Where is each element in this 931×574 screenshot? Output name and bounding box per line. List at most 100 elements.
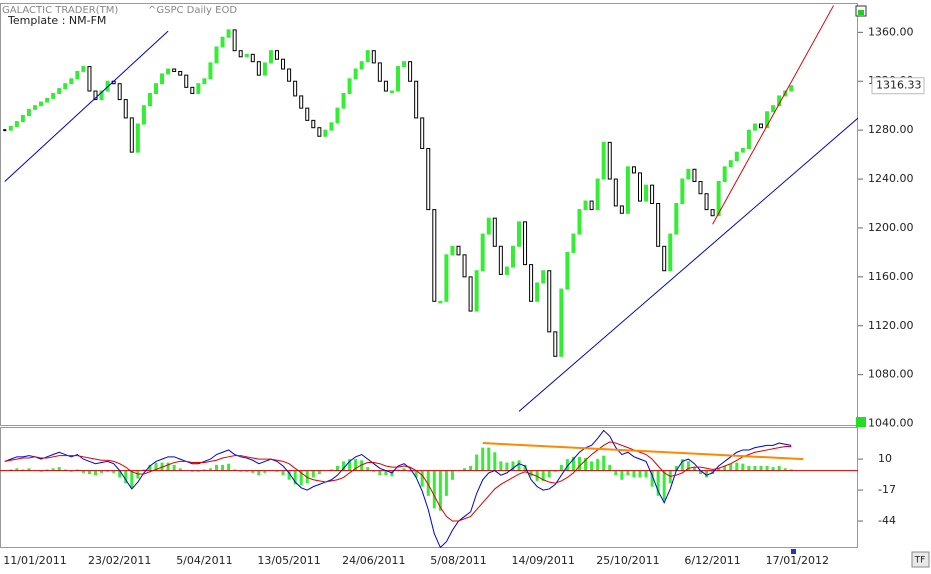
price-bar bbox=[299, 95, 304, 109]
panel-icon-fill bbox=[858, 10, 864, 15]
price-bar bbox=[480, 233, 485, 272]
histogram-bar bbox=[523, 464, 527, 471]
histogram-bar bbox=[420, 470, 424, 487]
histogram-bar bbox=[414, 470, 418, 478]
price-bar bbox=[559, 288, 564, 357]
price-bar bbox=[716, 180, 721, 217]
histogram-bar bbox=[475, 454, 479, 471]
histogram-bar bbox=[124, 470, 128, 484]
y-tick-label: 1200.00 bbox=[868, 221, 914, 234]
price-bar bbox=[202, 78, 207, 85]
price-bar bbox=[402, 61, 407, 68]
histogram-bar bbox=[372, 470, 376, 472]
histogram-bar bbox=[39, 470, 43, 472]
histogram-bar bbox=[136, 470, 140, 479]
histogram-bar bbox=[63, 469, 67, 471]
price-bar bbox=[426, 147, 431, 211]
histogram-bar bbox=[112, 470, 116, 473]
price-bar bbox=[154, 83, 158, 94]
histogram-bar bbox=[100, 470, 104, 473]
price-bar bbox=[638, 172, 642, 202]
histogram-bar bbox=[311, 470, 315, 478]
price-bar bbox=[190, 86, 195, 94]
price-bar bbox=[293, 80, 298, 97]
last-price-box bbox=[871, 77, 925, 95]
histogram-bar bbox=[517, 460, 521, 471]
histogram-bar bbox=[160, 462, 164, 471]
histogram-bar bbox=[680, 459, 684, 471]
price-bar bbox=[444, 254, 449, 302]
x-tick-label: 6/12/2011 bbox=[684, 554, 740, 567]
histogram-bar bbox=[668, 470, 672, 484]
price-bar bbox=[408, 61, 413, 82]
histogram-bar bbox=[705, 470, 709, 478]
histogram-bar bbox=[378, 470, 382, 476]
histogram-bar bbox=[21, 469, 25, 471]
price-bar bbox=[69, 78, 74, 85]
price-bar bbox=[63, 83, 68, 90]
price-bar bbox=[456, 245, 461, 256]
resize-handle[interactable] bbox=[856, 417, 866, 427]
histogram-bar bbox=[638, 470, 642, 478]
histogram-bar bbox=[735, 462, 739, 471]
y-tick-label: 10 bbox=[878, 452, 892, 465]
price-bar bbox=[662, 245, 667, 272]
histogram-bar bbox=[656, 470, 660, 496]
trendline bbox=[518, 117, 858, 412]
price-bar bbox=[722, 166, 727, 182]
histogram-bar bbox=[487, 447, 491, 471]
histogram-bar bbox=[578, 456, 581, 471]
price-bar bbox=[541, 270, 546, 284]
tf-button[interactable] bbox=[911, 551, 930, 568]
histogram-bar bbox=[584, 457, 588, 471]
y-tick-label: 1120.00 bbox=[868, 319, 914, 332]
histogram-bar bbox=[692, 467, 696, 471]
price-plot bbox=[3, 5, 858, 412]
price-bar bbox=[607, 141, 612, 180]
price-bar bbox=[123, 99, 128, 119]
histogram-bar bbox=[299, 470, 303, 486]
price-bar bbox=[214, 46, 219, 64]
price-bar bbox=[281, 58, 286, 70]
histogram-bar bbox=[777, 465, 781, 471]
histogram-bar bbox=[130, 470, 134, 488]
histogram-bar bbox=[233, 469, 237, 471]
histogram-bar bbox=[118, 470, 122, 478]
price-bar bbox=[275, 50, 279, 60]
price-bar bbox=[396, 66, 400, 92]
price-bar bbox=[486, 217, 491, 235]
histogram-bar bbox=[789, 469, 793, 471]
histogram-bar bbox=[202, 469, 206, 471]
x-tick-label: 14/09/2011 bbox=[511, 554, 574, 567]
y-tick-label: 1280.00 bbox=[868, 123, 914, 136]
x-tick-label: 5/04/2011 bbox=[176, 554, 232, 567]
histogram-bar bbox=[674, 465, 678, 471]
histogram-bar bbox=[541, 470, 545, 481]
price-bar bbox=[14, 121, 19, 127]
price-bar bbox=[589, 200, 594, 211]
histogram-bar bbox=[354, 459, 358, 471]
price-bar bbox=[420, 117, 425, 149]
tf-button-label[interactable]: TF bbox=[914, 556, 926, 566]
y-tick-label: 1160.00 bbox=[868, 270, 914, 283]
price-bar bbox=[668, 233, 673, 272]
price-bar bbox=[462, 254, 467, 278]
price-bar bbox=[353, 68, 358, 80]
price-bar bbox=[728, 160, 733, 168]
price-bar bbox=[178, 70, 183, 76]
histogram-bar bbox=[632, 470, 636, 478]
histogram-bar bbox=[336, 465, 339, 471]
histogram-bar bbox=[396, 469, 400, 471]
price-bar bbox=[377, 62, 382, 82]
histogram-bar bbox=[765, 465, 769, 471]
price-bar bbox=[359, 61, 364, 70]
histogram-bar bbox=[208, 468, 212, 471]
price-bar bbox=[347, 78, 352, 94]
price-bar bbox=[147, 92, 152, 107]
histogram-bar bbox=[221, 464, 225, 471]
price-bar bbox=[341, 92, 346, 109]
price-bar bbox=[129, 117, 134, 153]
price-bar bbox=[504, 266, 509, 275]
